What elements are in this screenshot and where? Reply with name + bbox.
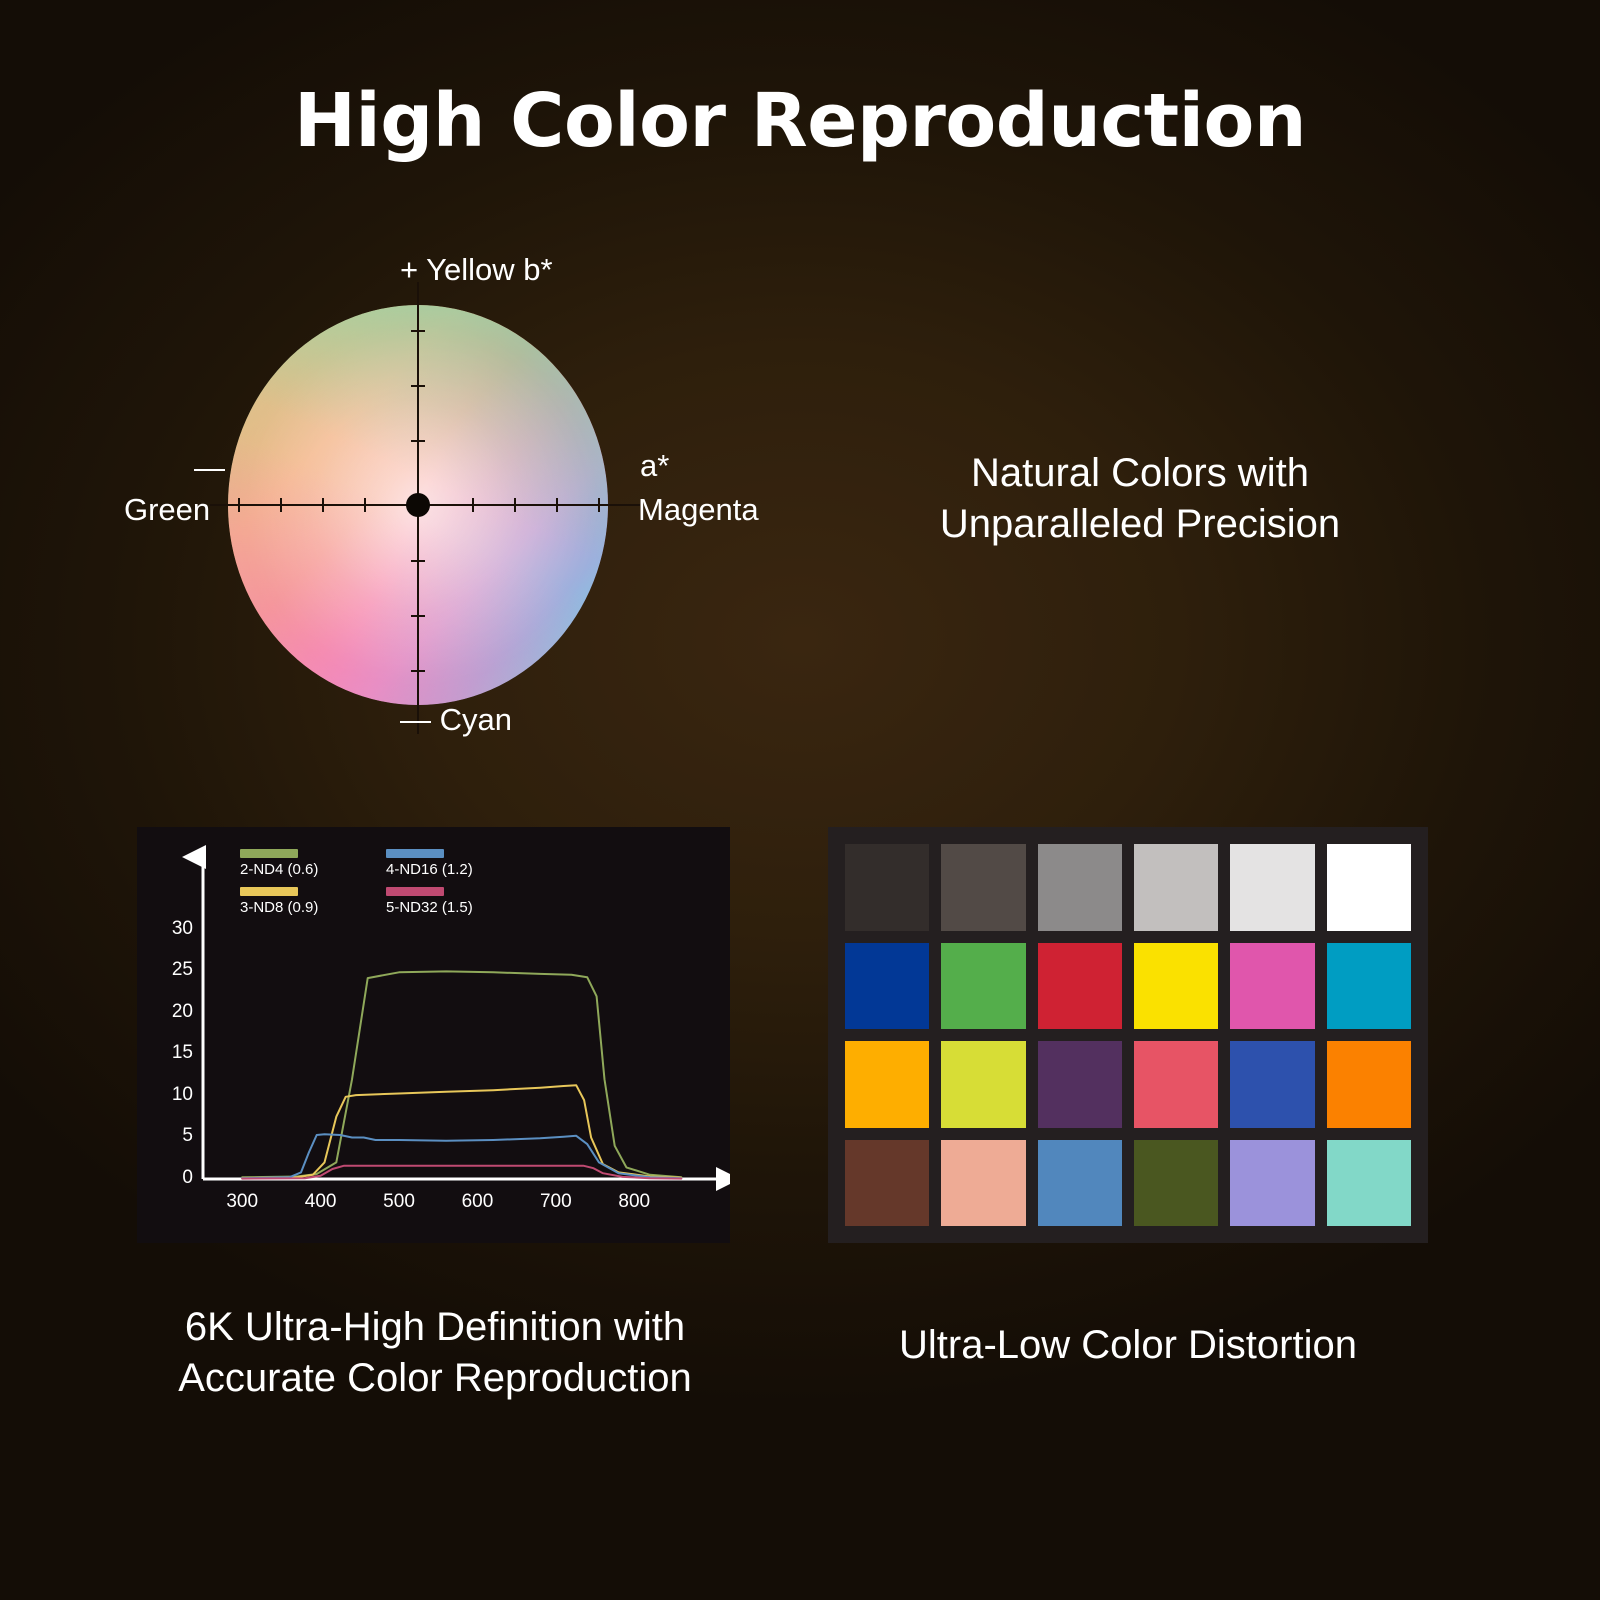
x-axis-tick-label: 500 bbox=[383, 1191, 415, 1212]
chart-curve-2 bbox=[241, 1133, 683, 1180]
legend-item-2: 4-ND16 (1.2) bbox=[386, 849, 532, 878]
axis-label-green: Green bbox=[124, 492, 211, 527]
a-axis-tick bbox=[280, 498, 282, 512]
legend-swatch-1 bbox=[240, 887, 298, 896]
color-patch-17 bbox=[1326, 1041, 1411, 1128]
color-patch-4 bbox=[1230, 844, 1315, 931]
color-patch-0 bbox=[845, 844, 930, 931]
legend-swatch-0 bbox=[240, 849, 298, 858]
b-axis-tick bbox=[411, 615, 425, 617]
chart-curve-1 bbox=[241, 1084, 683, 1180]
a-axis-tick bbox=[472, 498, 474, 512]
minus-sign: — bbox=[400, 702, 431, 737]
natural-colors-text: Natural Colors with Unparalleled Precisi… bbox=[880, 448, 1400, 550]
spectral-transmission-chart: 2-ND4 (0.6) 4-ND16 (1.2) 3-ND8 (0.9) 5-N… bbox=[137, 827, 730, 1243]
x-axis-tick-label: 400 bbox=[304, 1191, 337, 1212]
page-title: High Color Reproduction bbox=[293, 78, 1307, 164]
x-axis-tick-label: 300 bbox=[226, 1191, 259, 1212]
a-axis-tick bbox=[514, 498, 516, 512]
caption-left-line1: 6K Ultra-High Definition with bbox=[184, 1305, 686, 1349]
color-patch-15 bbox=[1134, 1041, 1219, 1128]
y-axis-tick-label: 30 bbox=[171, 917, 193, 939]
x-axis-tick-label: 600 bbox=[461, 1191, 494, 1212]
color-patch-5 bbox=[1326, 844, 1411, 931]
color-patch-12 bbox=[845, 1041, 930, 1128]
color-patch-8 bbox=[1037, 942, 1122, 1029]
axis-label-magenta: Magenta bbox=[638, 492, 759, 527]
color-patch-3 bbox=[1134, 844, 1219, 931]
legend-swatch-2 bbox=[386, 849, 444, 858]
minus-sign-green: — bbox=[194, 450, 225, 485]
chart-plot-area bbox=[182, 845, 730, 1191]
color-patch-10 bbox=[1230, 942, 1315, 1029]
b-axis-tick bbox=[411, 670, 425, 672]
color-patch-20 bbox=[1037, 1139, 1122, 1226]
chart-legend: 2-ND4 (0.6) 4-ND16 (1.2) 3-ND8 (0.9) 5-N… bbox=[240, 849, 540, 925]
plus-sign: + bbox=[400, 252, 419, 287]
legend-item-3: 5-ND32 (1.5) bbox=[386, 887, 532, 916]
color-patch-1 bbox=[941, 844, 1026, 931]
y-axis-tick-label: 20 bbox=[171, 1000, 193, 1022]
color-patch-6 bbox=[845, 942, 930, 1029]
y-axis-tick-label: 10 bbox=[171, 1083, 193, 1105]
a-axis-tick bbox=[238, 498, 240, 512]
color-patch-22 bbox=[1230, 1139, 1315, 1226]
color-wheel-diagram: + Yellow b* — Cyan — Green a* Magenta bbox=[110, 240, 830, 780]
a-axis-tick bbox=[322, 498, 324, 512]
y-axis-tick-label: 15 bbox=[171, 1042, 193, 1064]
legend-item-1: 3-ND8 (0.9) bbox=[240, 887, 386, 916]
chart-curve-3 bbox=[241, 1164, 683, 1180]
color-patch-11 bbox=[1326, 942, 1411, 1029]
y-axis-tick-label: 5 bbox=[182, 1125, 193, 1147]
a-axis-tick bbox=[556, 498, 558, 512]
caption-left: 6K Ultra-High Definition with Accurate C… bbox=[110, 1302, 760, 1404]
legend-label-2: 4-ND16 (1.2) bbox=[386, 861, 473, 878]
origin-dot bbox=[406, 493, 430, 517]
color-patch-9 bbox=[1134, 942, 1219, 1029]
y-axis-tick-label: 0 bbox=[182, 1167, 193, 1188]
b-axis-tick bbox=[411, 560, 425, 562]
y-axis-labels: 0 5 10 15 20 25 30 bbox=[137, 827, 193, 1243]
color-checker-chart bbox=[828, 827, 1428, 1243]
legend-swatch-3 bbox=[386, 887, 444, 896]
axis-label-cyan-text: Cyan bbox=[439, 702, 512, 737]
color-patch-13 bbox=[941, 1041, 1026, 1128]
x-axis-tick-label: 700 bbox=[539, 1191, 572, 1212]
color-patch-16 bbox=[1230, 1041, 1315, 1128]
b-axis-tick bbox=[411, 440, 425, 442]
caption-left-line2: Accurate Color Reproduction bbox=[178, 1356, 692, 1401]
color-patch-23 bbox=[1326, 1139, 1411, 1226]
y-axis-tick-label: 25 bbox=[171, 959, 193, 981]
natural-colors-line2: Unparalleled Precision bbox=[939, 502, 1341, 547]
legend-label-3: 5-ND32 (1.5) bbox=[386, 899, 473, 916]
color-checker-grid bbox=[845, 844, 1411, 1226]
color-patch-7 bbox=[941, 942, 1026, 1029]
axis-label-a-star: a* bbox=[640, 448, 670, 483]
legend-label-0: 2-ND4 (0.6) bbox=[240, 861, 319, 878]
color-patch-21 bbox=[1134, 1139, 1219, 1226]
color-patch-19 bbox=[941, 1139, 1026, 1226]
legend-item-0: 2-ND4 (0.6) bbox=[240, 849, 386, 878]
a-axis-tick bbox=[598, 498, 600, 512]
axis-label-yellow-text: Yellow b* bbox=[426, 252, 553, 287]
chart-curve-0 bbox=[241, 970, 683, 1179]
color-patch-14 bbox=[1037, 1041, 1122, 1128]
x-axis-tick-label: 800 bbox=[618, 1191, 651, 1212]
axis-label-yellow: + Yellow b* bbox=[400, 252, 553, 288]
a-axis-tick bbox=[364, 498, 366, 512]
axis-label-cyan: — Cyan bbox=[400, 702, 512, 738]
b-axis-tick bbox=[411, 385, 425, 387]
legend-label-1: 3-ND8 (0.9) bbox=[240, 899, 319, 916]
caption-right: Ultra-Low Color Distortion bbox=[899, 1323, 1357, 1367]
color-patch-2 bbox=[1037, 844, 1122, 931]
natural-colors-line1: Natural Colors with bbox=[971, 451, 1309, 495]
b-axis-tick bbox=[411, 330, 425, 332]
color-patch-18 bbox=[845, 1139, 930, 1226]
